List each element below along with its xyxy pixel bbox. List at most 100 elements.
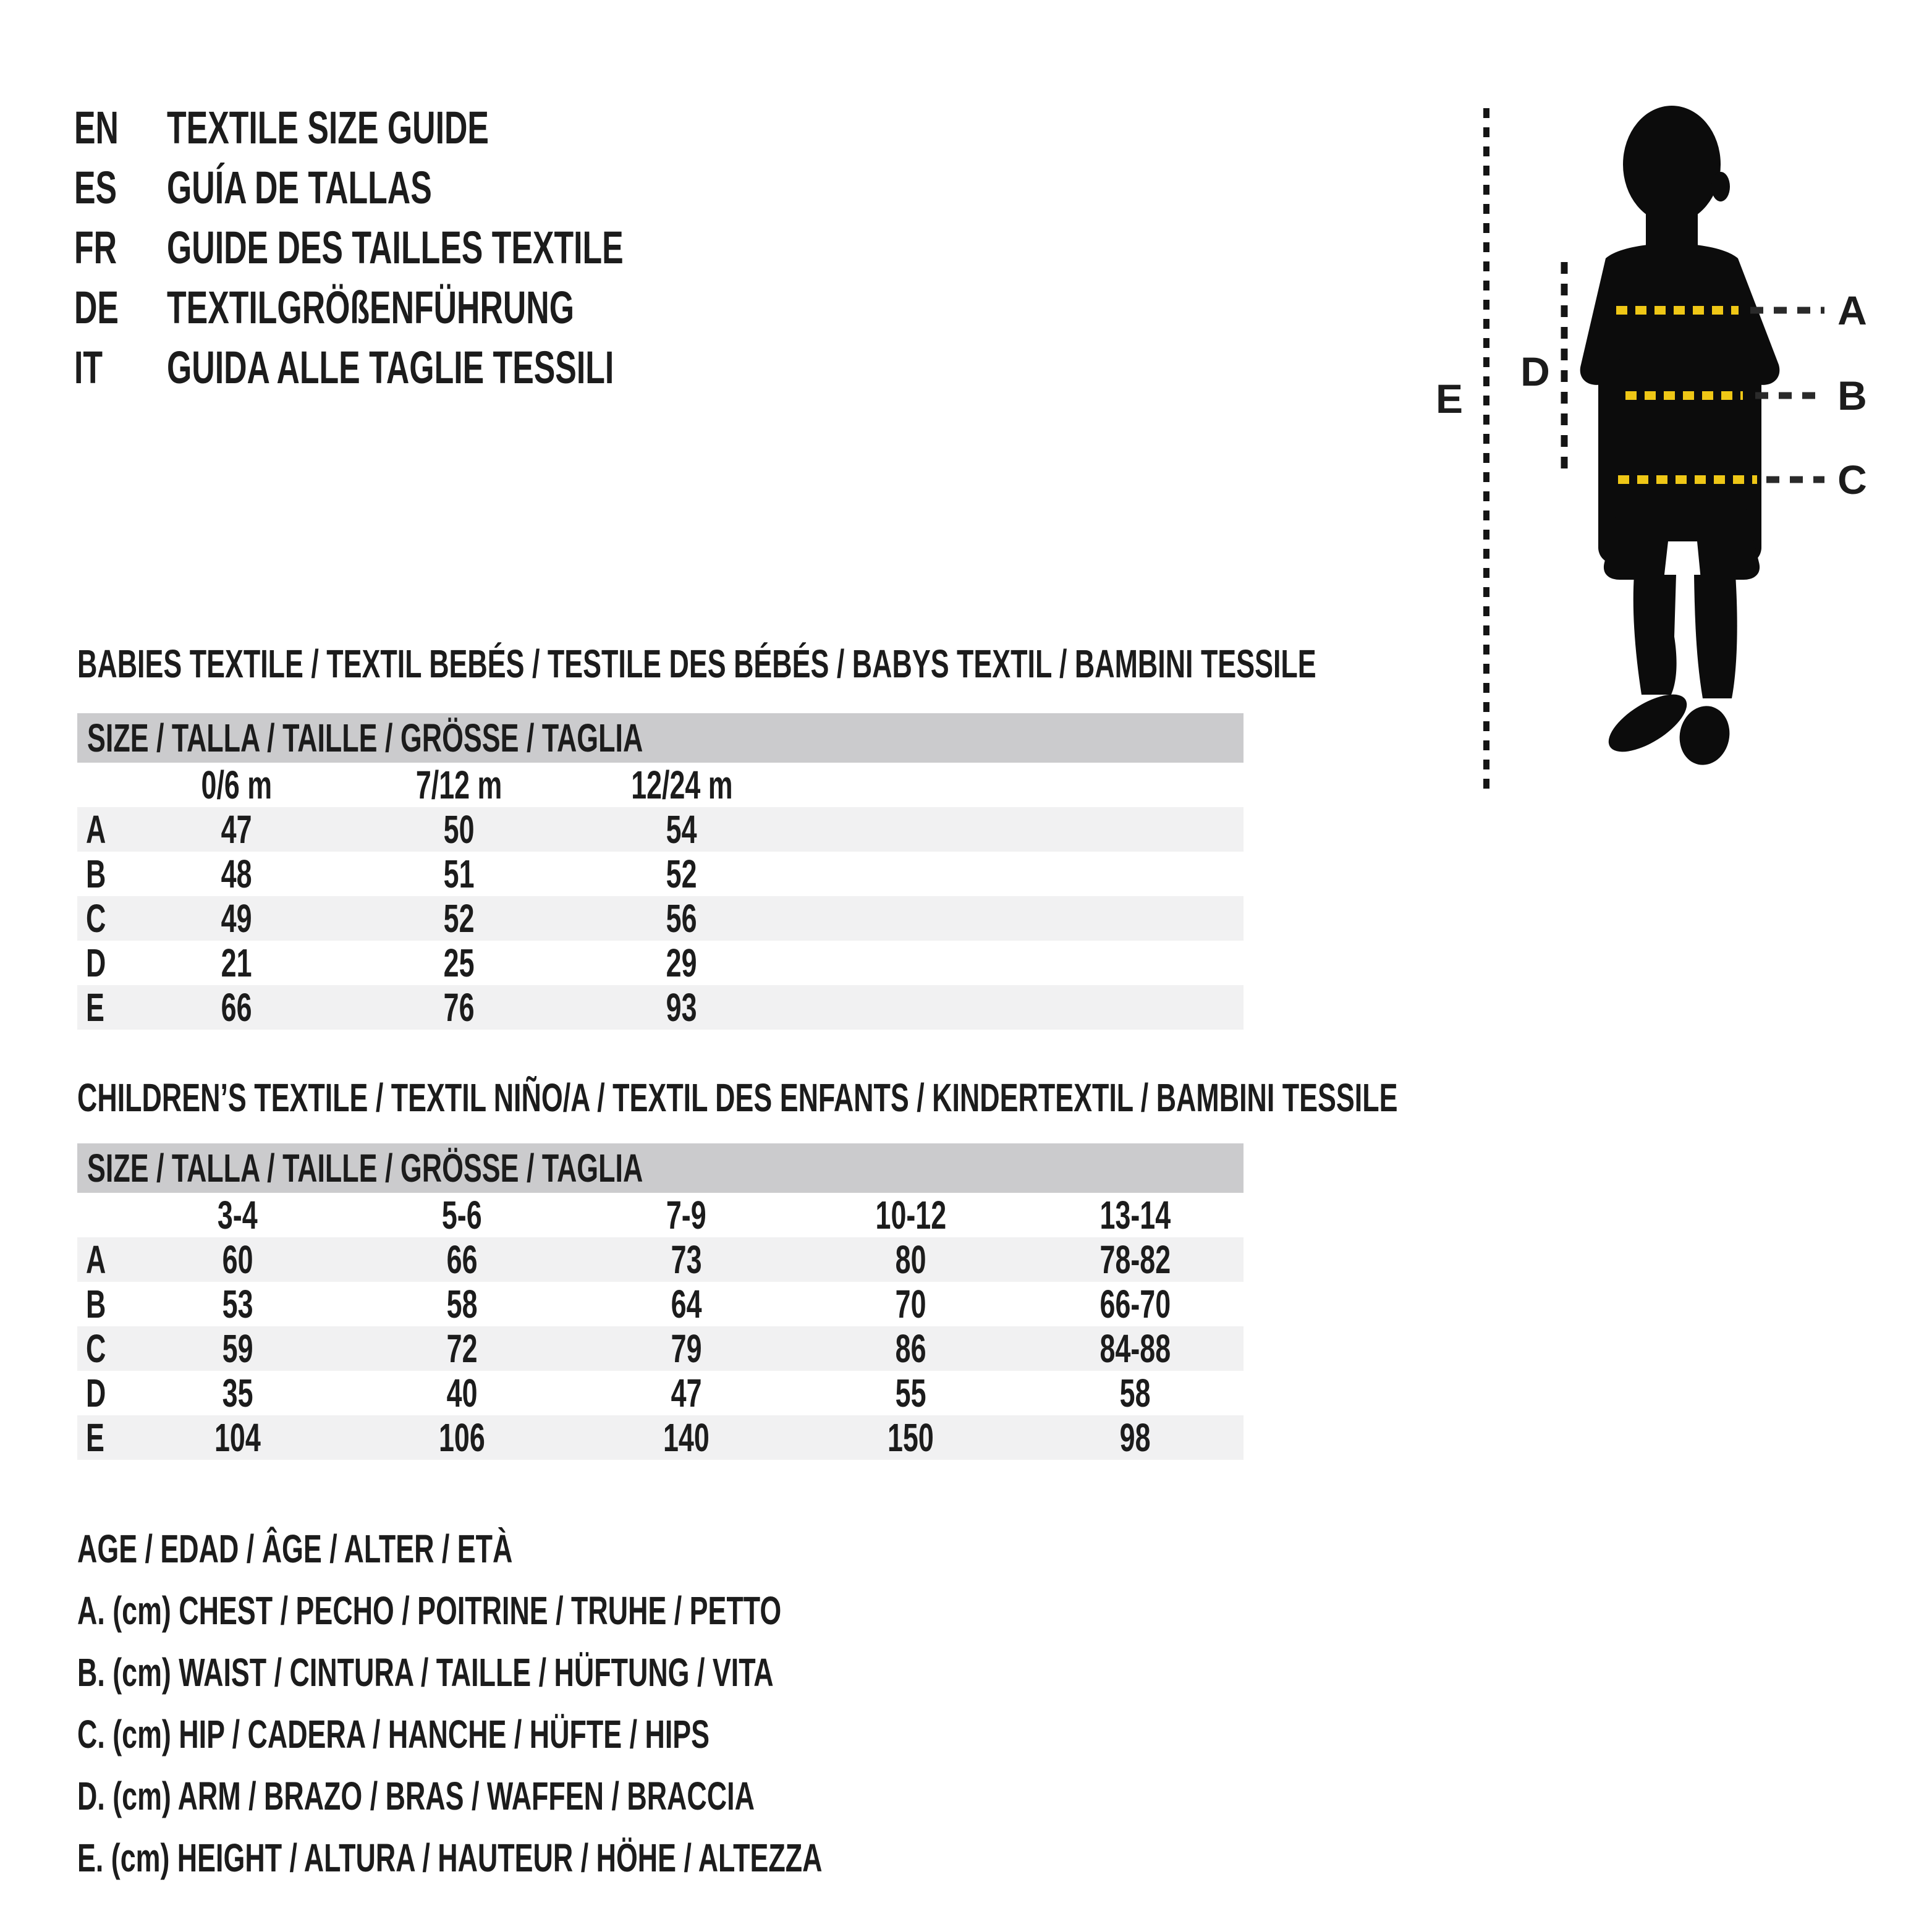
babies-table-header-bar: SIZE / TALLA / TAILLE / GRÖSSE / TAGLIA xyxy=(77,713,1244,763)
children-table-header-bar: SIZE / TALLA / TAILLE / GRÖSSE / TAGLIA xyxy=(77,1143,1244,1193)
cell: 150 xyxy=(888,1415,934,1460)
cell: 84-88 xyxy=(1099,1326,1171,1371)
legend-age-line: AGE / EDAD / ÂGE / ALTER / ETÀ xyxy=(77,1527,513,1571)
table-row: E 66 76 93 xyxy=(77,985,1244,1030)
language-row: EN TEXTILE SIZE GUIDE xyxy=(74,98,819,158)
cell: 66 xyxy=(446,1237,478,1282)
babies-section-title: BABIES TEXTILE / TEXTIL BEBÉS / TESTILE … xyxy=(77,641,1847,687)
children-table-header-text: SIZE / TALLA / TAILLE / GRÖSSE / TAGLIA xyxy=(87,1146,643,1190)
language-code: EN xyxy=(74,102,119,153)
cell: 86 xyxy=(895,1326,926,1371)
cell: 47 xyxy=(671,1371,702,1415)
child-silhouette-icon xyxy=(1580,106,1780,765)
legend-item: B. (cm) WAIST / CINTURA / TAILLE / HÜFTU… xyxy=(77,1650,774,1695)
column-header: 7/12 m xyxy=(416,763,502,807)
cell: 76 xyxy=(444,985,475,1030)
table-row: C 49 52 56 xyxy=(77,896,1244,941)
row-label: B xyxy=(86,852,106,896)
column-header: 12/24 m xyxy=(630,763,733,807)
language-code: FR xyxy=(74,222,117,273)
cell: 66-70 xyxy=(1099,1282,1171,1326)
babies-table-header-text: SIZE / TALLA / TAILLE / GRÖSSE / TAGLIA xyxy=(87,716,643,760)
column-header: 13-14 xyxy=(1099,1193,1171,1237)
cell: 98 xyxy=(1119,1415,1151,1460)
legend-item: D. (cm) ARM / BRAZO / BRAS / WAFFEN / BR… xyxy=(77,1774,755,1818)
cell: 51 xyxy=(444,852,475,896)
language-title: TEXTILGRÖßENFÜHRUNG xyxy=(167,282,574,333)
cell: 80 xyxy=(895,1237,926,1282)
children-section-title: CHILDREN’S TEXTILE / TEXTIL NIÑO/A / TEX… xyxy=(77,1075,1932,1121)
row-label: E xyxy=(86,1415,104,1460)
table-row: C 59 72 79 86 84-88 xyxy=(77,1326,1244,1371)
language-row: IT GUIDA ALLE TAGLIE TESSILI xyxy=(74,337,819,397)
cell: 79 xyxy=(671,1326,702,1371)
row-label: C xyxy=(86,896,106,941)
row-label: E xyxy=(86,985,104,1030)
language-title: GUÍA DE TALLAS xyxy=(167,162,432,213)
legend-item: E. (cm) HEIGHT / ALTURA / HAUTEUR / HÖHE… xyxy=(77,1836,823,1880)
language-title: TEXTILE SIZE GUIDE xyxy=(167,102,489,153)
cell: 64 xyxy=(671,1282,702,1326)
row-label: A xyxy=(86,1237,106,1282)
cell: 35 xyxy=(222,1371,253,1415)
table-row: E 104 106 140 150 98 xyxy=(77,1415,1244,1460)
cell: 58 xyxy=(446,1282,478,1326)
cell: 29 xyxy=(666,941,697,985)
cell: 58 xyxy=(1119,1371,1151,1415)
children-column-header-row: 3-4 5-6 7-9 10-12 13-14 xyxy=(77,1193,1244,1237)
language-code: IT xyxy=(74,342,103,393)
row-label: B xyxy=(86,1282,106,1326)
cell: 49 xyxy=(221,896,252,941)
children-section-title-text: CHILDREN’S TEXTILE / TEXTIL NIÑO/A / TEX… xyxy=(77,1075,1398,1120)
column-header: 10-12 xyxy=(875,1193,946,1237)
table-row: B 48 51 52 xyxy=(77,852,1244,896)
language-row: DE TEXTILGRÖßENFÜHRUNG xyxy=(74,278,819,337)
table-row: D 35 40 47 55 58 xyxy=(77,1371,1244,1415)
language-row: FR GUIDE DES TAILLES TEXTILE xyxy=(74,218,819,278)
language-title-list: EN TEXTILE SIZE GUIDE ES GUÍA DE TALLAS … xyxy=(74,98,819,397)
table-row: A 60 66 73 80 78-82 xyxy=(77,1237,1244,1282)
babies-column-header-row: 0/6 m 7/12 m 12/24 m xyxy=(77,763,1244,807)
cell: 54 xyxy=(666,807,697,852)
column-header: 5-6 xyxy=(442,1193,482,1237)
cell: 78-82 xyxy=(1099,1237,1171,1282)
language-code: ES xyxy=(74,162,117,213)
cell: 72 xyxy=(446,1326,478,1371)
language-title: GUIDA ALLE TAGLIE TESSILI xyxy=(167,342,614,393)
row-label: D xyxy=(86,1371,106,1415)
measure-label-c: C xyxy=(1837,457,1867,502)
cell: 60 xyxy=(222,1237,253,1282)
cell: 53 xyxy=(222,1282,253,1326)
cell: 21 xyxy=(221,941,252,985)
column-header: 3-4 xyxy=(218,1193,258,1237)
cell: 52 xyxy=(444,896,475,941)
table-row: A 47 50 54 xyxy=(77,807,1244,852)
row-label: D xyxy=(86,941,106,985)
cell: 106 xyxy=(439,1415,485,1460)
cell: 48 xyxy=(221,852,252,896)
cell: 66 xyxy=(221,985,252,1030)
cell: 73 xyxy=(671,1237,702,1282)
cell: 93 xyxy=(666,985,697,1030)
cell: 55 xyxy=(895,1371,926,1415)
language-title: GUIDE DES TAILLES TEXTILE xyxy=(167,222,624,273)
measure-label-e: E xyxy=(1436,376,1463,422)
cell: 52 xyxy=(666,852,697,896)
table-row: D 21 25 29 xyxy=(77,941,1244,985)
cell: 104 xyxy=(214,1415,261,1460)
column-header: 7-9 xyxy=(666,1193,706,1237)
cell: 70 xyxy=(895,1282,926,1326)
babies-size-table: SIZE / TALLA / TAILLE / GRÖSSE / TAGLIA … xyxy=(77,713,1244,1030)
children-size-table: SIZE / TALLA / TAILLE / GRÖSSE / TAGLIA … xyxy=(77,1143,1244,1460)
row-label: A xyxy=(86,807,106,852)
cell: 25 xyxy=(444,941,475,985)
table-row: B 53 58 64 70 66-70 xyxy=(77,1282,1244,1326)
measure-label-b: B xyxy=(1837,373,1867,418)
row-label: C xyxy=(86,1326,106,1371)
cell: 140 xyxy=(663,1415,710,1460)
cell: 59 xyxy=(222,1326,253,1371)
language-row: ES GUÍA DE TALLAS xyxy=(74,158,819,218)
column-header: 0/6 m xyxy=(201,763,273,807)
legend-item: C. (cm) HIP / CADERA / HANCHE / HÜFTE / … xyxy=(77,1712,710,1756)
